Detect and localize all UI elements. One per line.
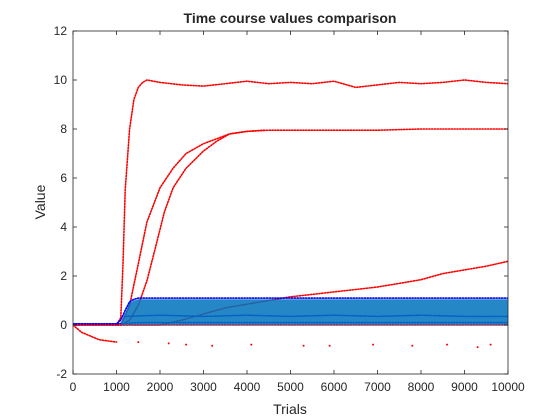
series-4-line xyxy=(73,324,118,343)
x-tick-label-4: 4000 xyxy=(234,380,261,394)
series-0-line xyxy=(73,79,508,326)
x-tick-label-0: 0 xyxy=(70,380,77,394)
x-tick-label-3: 3000 xyxy=(190,380,217,394)
series-6-point-7 xyxy=(372,343,375,346)
y-tick-label-5: 8 xyxy=(60,122,67,136)
x-tick-label-2: 2000 xyxy=(147,380,174,394)
x-tick-label-6: 6000 xyxy=(321,380,348,394)
series-6-point-11 xyxy=(489,343,492,346)
chart-title: Time course values comparison xyxy=(184,10,397,26)
series-2-line xyxy=(73,129,266,326)
series-1-line xyxy=(73,128,508,326)
series-6-point-3 xyxy=(211,344,214,347)
x-tick-label-7: 7000 xyxy=(364,380,391,394)
series-7-line xyxy=(73,297,508,325)
series-6-point-1 xyxy=(167,342,170,345)
y-tick-label-7: 12 xyxy=(54,24,68,38)
y-axis-label: Value xyxy=(32,184,48,219)
series-10-band xyxy=(120,299,508,325)
y-tick-label-0: -2 xyxy=(56,367,67,381)
x-tick-label-8: 8000 xyxy=(408,380,435,394)
series-6-point-0 xyxy=(137,341,140,344)
x-tick-label-1: 1000 xyxy=(103,380,130,394)
y-tick-label-4: 6 xyxy=(60,171,67,185)
series-6-point-2 xyxy=(185,343,188,346)
y-tick-label-1: 0 xyxy=(60,318,67,332)
ticks-layer: 0 1000 2000 3000 4000 5000 6000 7000 8000 9000 100… xyxy=(54,24,525,394)
series-6-point-4 xyxy=(250,343,253,346)
x-tick-label-9: 9000 xyxy=(451,380,478,394)
x-axis-label: Trials xyxy=(273,401,307,417)
series-6-point-6 xyxy=(328,344,331,347)
x-tick-label-10: 10000 xyxy=(491,380,525,394)
x-tick-label-5: 5000 xyxy=(277,380,304,394)
y-tick-label-3: 4 xyxy=(60,220,67,234)
series-layer xyxy=(73,79,508,349)
series-6-point-9 xyxy=(446,343,449,346)
y-tick-label-2: 2 xyxy=(60,269,67,283)
y-tick-label-6: 10 xyxy=(54,73,68,87)
series-6-point-5 xyxy=(302,344,305,347)
series-6-point-8 xyxy=(411,344,414,347)
series-6-point-10 xyxy=(476,346,479,349)
